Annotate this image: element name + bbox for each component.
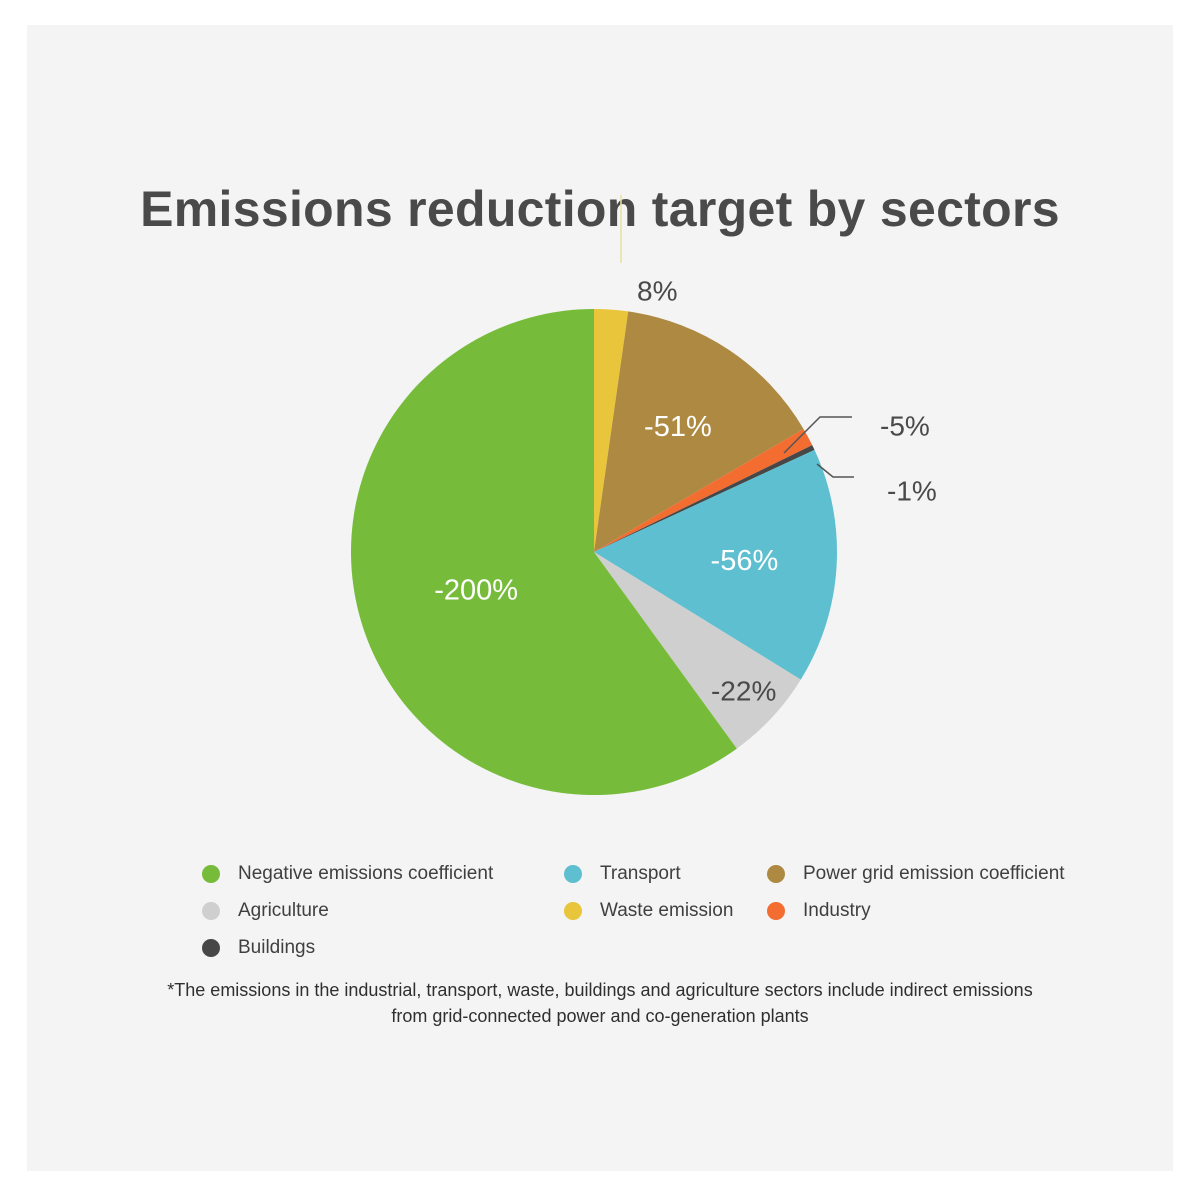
legend-swatch xyxy=(564,865,582,883)
legend-swatch xyxy=(202,865,220,883)
pie-slices xyxy=(350,309,838,795)
leader-lines xyxy=(620,195,854,478)
legend-label: Buildings xyxy=(238,937,316,958)
legend: Negative emissions coefficient Transport… xyxy=(202,863,1122,983)
legend-item-negative-emissions: Negative emissions coefficient xyxy=(202,863,493,885)
leader-line xyxy=(816,463,854,478)
pie-slice-agriculture xyxy=(594,552,801,749)
legend-swatch xyxy=(202,902,220,920)
pie-slice-negative-emissions-coefficient xyxy=(350,309,737,795)
footnote: *The emissions in the industrial, transp… xyxy=(87,977,1113,1029)
legend-swatch xyxy=(767,865,785,883)
legend-item-industry: Industry xyxy=(767,900,871,922)
legend-item-waste: Waste emission xyxy=(564,900,733,922)
pie-chart: 8% -51% -5% -1% -56% -22% -200% xyxy=(350,195,937,795)
data-label: -1% xyxy=(887,476,937,507)
pie-slice-waste-emission xyxy=(594,309,629,552)
legend-item-agriculture: Agriculture xyxy=(202,900,329,922)
data-label: -22% xyxy=(711,675,776,706)
data-label: -5% xyxy=(880,411,930,442)
legend-swatch xyxy=(564,902,582,920)
legend-swatch xyxy=(202,939,220,957)
legend-item-buildings: Buildings xyxy=(202,937,315,959)
legend-item-transport: Transport xyxy=(564,863,681,885)
legend-label: Power grid emission coefficient xyxy=(803,863,1065,884)
legend-label: Industry xyxy=(803,900,871,921)
data-label: 8% xyxy=(637,276,677,307)
data-label: -200% xyxy=(434,574,518,606)
legend-label: Waste emission xyxy=(600,900,734,921)
pie-slice-buildings xyxy=(594,445,815,552)
chart-panel: Emissions reduction target by sectors 8%… xyxy=(27,25,1173,1171)
footnote-line: from grid-connected power and co-generat… xyxy=(391,1006,809,1026)
pie-slice-industry xyxy=(594,428,813,552)
leader-line xyxy=(783,416,852,454)
data-label: -51% xyxy=(644,411,712,443)
legend-label: Negative emissions coefficient xyxy=(238,863,494,884)
footnote-line: *The emissions in the industrial, transp… xyxy=(167,980,1033,1000)
legend-label: Agriculture xyxy=(238,900,329,921)
data-label: -56% xyxy=(711,545,779,577)
chart-title: Emissions reduction target by sectors xyxy=(140,181,1060,237)
pie-slice-transport xyxy=(594,449,838,680)
legend-item-power-grid: Power grid emission coefficient xyxy=(767,863,1065,885)
legend-swatch xyxy=(767,902,785,920)
legend-label: Transport xyxy=(600,863,681,884)
pie-slice-power-grid-emission-coefficient xyxy=(594,311,804,552)
data-labels: 8% -51% -5% -1% -56% -22% -200% xyxy=(434,276,937,707)
